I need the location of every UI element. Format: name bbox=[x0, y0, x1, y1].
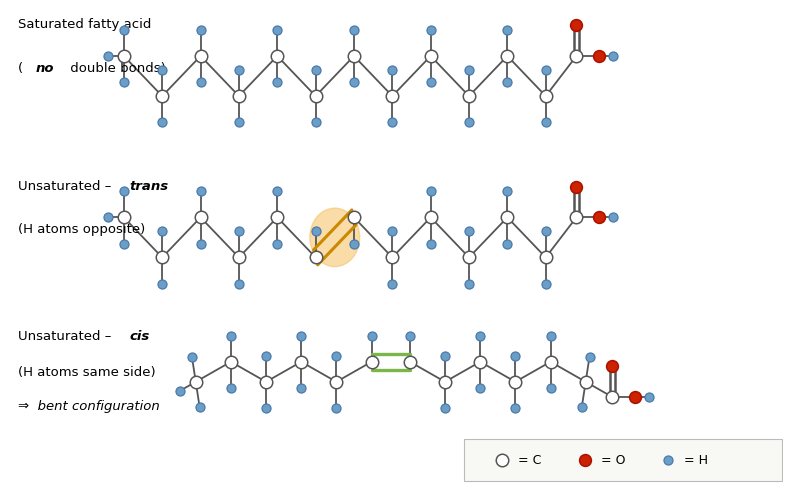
Text: (: ( bbox=[18, 61, 22, 75]
Text: Unsaturated –: Unsaturated – bbox=[18, 180, 115, 192]
Ellipse shape bbox=[310, 209, 360, 267]
Text: (H atoms opposite): (H atoms opposite) bbox=[18, 223, 145, 236]
Text: = H: = H bbox=[684, 453, 708, 467]
Text: double bonds): double bonds) bbox=[66, 61, 165, 75]
Text: = O: = O bbox=[601, 453, 626, 467]
Text: Unsaturated –: Unsaturated – bbox=[18, 330, 115, 343]
Text: Saturated fatty acid: Saturated fatty acid bbox=[18, 19, 151, 31]
Text: trans: trans bbox=[129, 180, 169, 192]
FancyBboxPatch shape bbox=[464, 439, 782, 481]
Text: cis: cis bbox=[129, 330, 149, 343]
Text: = C: = C bbox=[518, 453, 541, 467]
Text: no: no bbox=[35, 61, 54, 75]
Text: ⇒  bent configuration: ⇒ bent configuration bbox=[18, 399, 159, 412]
Text: (H atoms same side): (H atoms same side) bbox=[18, 365, 155, 378]
